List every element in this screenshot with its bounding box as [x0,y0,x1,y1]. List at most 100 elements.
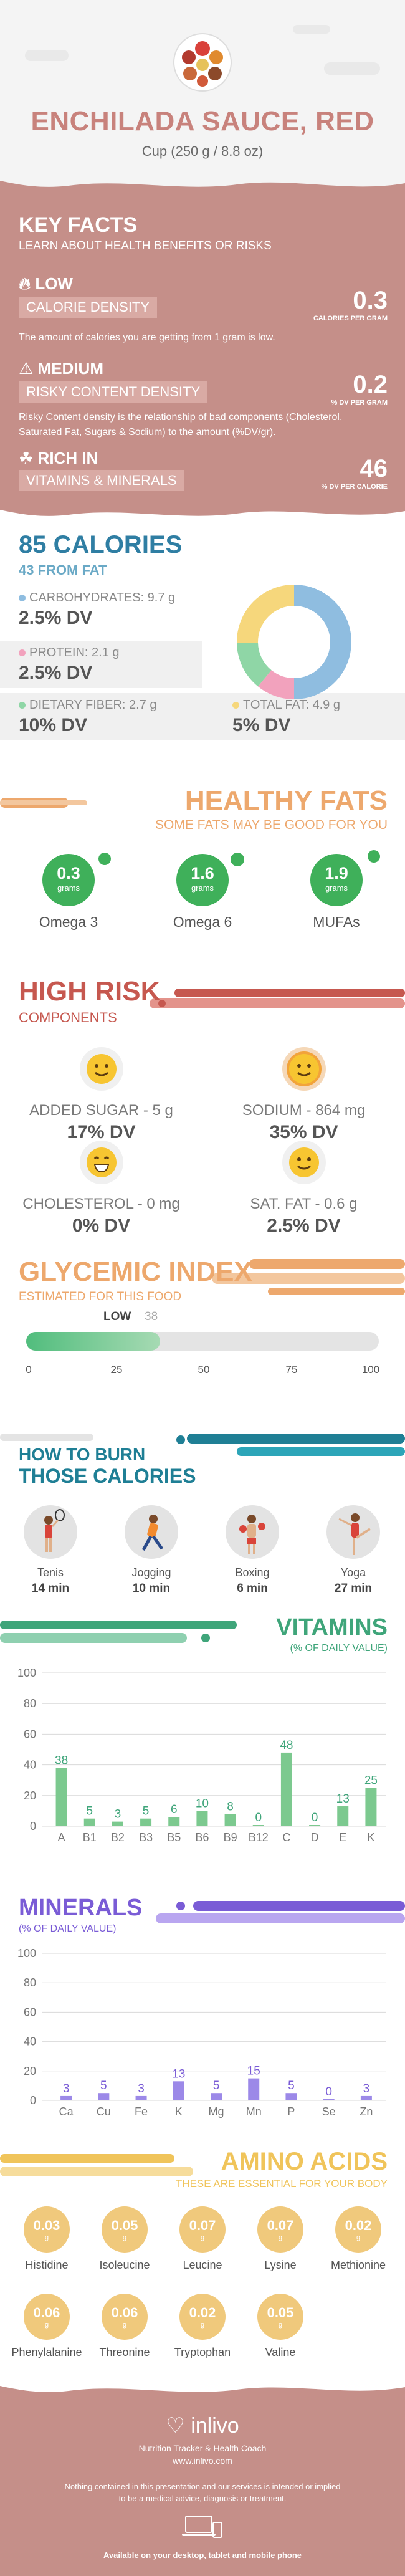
bar-value-label: 10 [196,1797,209,1810]
boxing-icon [226,1505,279,1559]
bar-value-label: 25 [364,1774,378,1788]
decor-dot [98,853,111,865]
macro-donut-chart [237,585,351,699]
amino-value-badge: 0.06 g [24,2294,70,2340]
y-tick-label: 60 [24,2006,36,2018]
bar-Ca [60,2095,72,2100]
carbs-dot-icon [19,595,26,602]
x-tick-label: E [339,1831,346,1844]
decor-dot [231,853,244,866]
risk-name: ADDED SUGAR - 5 g [29,1102,173,1119]
amino-value: 0.06 [111,2305,138,2320]
vitamins-title: VITAMINS [276,1614,388,1640]
bar-value-label: 5 [100,2079,107,2092]
risk-name: CHOLESTEROL - 0 mg [22,1195,180,1212]
amino-name: Leucine [183,2259,222,2271]
bar-D [309,1825,321,1826]
bar-value-label: 13 [336,1793,350,1806]
glycemic-level: LOW [103,1310,131,1323]
macro-dv: 5% DV [232,715,291,735]
x-tick-label: C [282,1831,290,1844]
risk-sat-fat: SAT. FAT - 0.6 g 2.5% DV [202,1141,405,1234]
amino-subtitle: THESE ARE ESSENTIAL FOR YOUR BODY [175,2178,388,2190]
calorie-density-label: CALORIE DENSITY [19,297,158,318]
decor-dot [368,850,380,863]
amino-value: 0.02 [345,2218,372,2233]
bar-value-label: 48 [280,1739,293,1752]
bar-K [365,1788,377,1826]
decor-stripes [0,1621,237,1643]
vitamins-density-unit: % DV PER CALORIE [321,483,388,491]
y-tick-label: 60 [24,1728,36,1740]
footer-url[interactable]: www.inlivo.com [173,2456,232,2466]
amino-name: Valine [265,2346,296,2358]
leaf-icon: ☘︎ [19,449,34,467]
amino-acids-section: AMINO ACIDS THESE ARE ESSENTIAL FOR YOUR… [0,2138,405,2381]
amino-title: AMINO ACIDS [221,2148,388,2175]
tennis-icon [24,1505,77,1559]
amino-phenylalanine: 0.06 g Phenylalanine [6,2294,87,2359]
fat-dot-icon [232,702,239,709]
amino-value: 0.07 [267,2218,294,2233]
amino-value-badge: 0.07 g [257,2206,303,2253]
amino-value: 0.06 [33,2305,60,2320]
wave-divider [0,175,405,187]
x-tick-label: K [367,1831,374,1844]
x-tick-label: D [311,1831,319,1844]
y-tick-label: 40 [24,2036,36,2048]
high-risk-subtitle: COMPONENTS [19,1010,117,1025]
fat-omega3: 0.3 grams Omega 3 [12,854,125,931]
amino-leucine: 0.07 g Leucine [162,2206,243,2272]
footer-brand[interactable]: ♡ inlivo [0,2413,405,2438]
amino-valine: 0.05 g Valine [240,2294,321,2359]
bar-value-label: 0 [312,1811,318,1824]
fat-unit: grams [57,883,80,893]
amino-value: 0.05 [111,2218,138,2233]
activity-name: Tenis [37,1566,64,1579]
fat-value: 1.6 [191,864,214,883]
bar-Cu [98,2093,110,2100]
bar-value-label: 15 [247,2065,260,2078]
fat-name: Omega 3 [39,914,98,930]
vitamins-minerals-label: VITAMINS & MINERALS [19,470,184,491]
risk-sodium: SODIUM - 864 mg 35% DV [202,1047,405,1143]
y-tick-label: 80 [24,1697,36,1710]
bar-E [337,1806,349,1826]
x-tick-label: Cu [97,2105,111,2118]
calorie-density-unit: CALORIES PER GRAM [313,315,388,322]
protein-dot-icon [19,649,26,657]
heart-icon: ♡ [166,2414,185,2438]
footer-disclaimer-1: Nothing contained in this presentation a… [64,2482,341,2491]
bar-B12 [252,1825,264,1826]
x-tick-label: B3 [139,1831,153,1844]
x-tick-label: K [175,2105,183,2118]
amino-unit: g [278,2321,283,2329]
macro-label: PROTEIN: 2.1 g [29,646,120,659]
minerals-subtitle: (% OF DAILY VALUE) [19,1923,117,1934]
activity-time: 27 min [334,1582,373,1595]
activity-boxing: Boxing 6 min [202,1505,303,1596]
bar-A [55,1768,67,1826]
risk-name: SODIUM - 864 mg [242,1102,366,1119]
bar-value-label: 5 [213,2079,220,2092]
footer-section: ♡ inlivo Nutrition Tracker & Health Coac… [0,2381,405,2576]
x-tick-label: P [287,2105,295,2118]
donut-slice-dietary-fiber [237,642,272,687]
bar-value-label: 8 [227,1800,234,1813]
bar-value-label: 5 [143,1805,150,1818]
amino-name: Histidine [25,2259,69,2271]
activity-time: 6 min [237,1582,268,1595]
decor-stripes [0,1434,405,1456]
bar-value-label: 3 [363,2082,370,2095]
x-tick-label: Se [322,2105,336,2118]
healthy-fats-section: HEALTHY FATS SOME FATS MAY BE GOOD FOR Y… [0,773,405,954]
risky-density-unit: % DV PER GRAM [331,399,388,406]
donut-slice-protein [258,670,294,699]
amino-histidine: 0.03 g Histidine [6,2206,87,2272]
y-tick-label: 40 [24,1759,36,1771]
y-tick-label: 20 [24,2065,36,2077]
amino-value: 0.02 [189,2305,216,2320]
x-tick-label: B2 [111,1831,125,1844]
bar-B2 [112,1821,123,1826]
gi-tick: 25 [110,1364,123,1376]
